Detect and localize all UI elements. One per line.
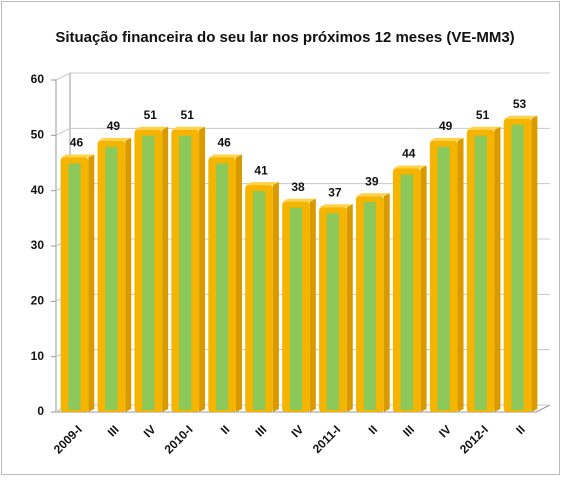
bar-top xyxy=(503,115,538,119)
bar-top xyxy=(429,137,464,141)
grid-line xyxy=(55,127,550,136)
y-tick-label: 50 xyxy=(31,128,45,142)
bar-stripe xyxy=(105,146,118,410)
bar-top xyxy=(97,137,132,141)
bar-top xyxy=(245,182,279,186)
data-label: 51 xyxy=(144,108,158,122)
data-label: 46 xyxy=(70,136,84,150)
bar-side xyxy=(88,154,95,412)
y-tick-label: 10 xyxy=(31,349,45,363)
bar-side xyxy=(125,137,132,412)
bar-stripe xyxy=(363,202,376,410)
y-tick-label: 60 xyxy=(31,72,45,86)
data-label: 37 xyxy=(328,185,342,199)
bar-stripe xyxy=(326,213,340,410)
bar-top xyxy=(60,154,95,158)
bar-stripe xyxy=(68,163,81,410)
bar-stripe xyxy=(252,191,266,410)
data-label: 53 xyxy=(513,97,527,111)
bar-side xyxy=(457,137,464,412)
data-label: 39 xyxy=(365,174,379,188)
bar-top xyxy=(356,193,390,197)
y-tick-label: 0 xyxy=(37,404,44,418)
data-label: 41 xyxy=(254,163,268,177)
bar-side xyxy=(531,115,538,412)
bar-side xyxy=(236,154,242,412)
bar-side xyxy=(494,126,501,413)
bar-top xyxy=(208,154,242,158)
data-label: 46 xyxy=(217,136,231,150)
bar-stripe xyxy=(511,124,524,410)
data-label: 51 xyxy=(476,108,490,122)
bar-stripe xyxy=(474,135,487,411)
bar-side xyxy=(420,165,427,412)
bar-side xyxy=(272,182,279,412)
bar-top xyxy=(171,126,206,130)
data-label: 49 xyxy=(107,119,121,133)
bar-side xyxy=(346,204,353,412)
y-tick-label: 20 xyxy=(31,294,45,308)
y-tick-label: 30 xyxy=(31,238,45,252)
bar-top xyxy=(134,126,169,130)
data-label: 49 xyxy=(439,119,453,133)
bar-stripe xyxy=(179,135,192,411)
bar-stripe xyxy=(437,146,450,410)
chart-title: Situação financeira do seu lar nos próxi… xyxy=(55,29,514,46)
data-label: 51 xyxy=(181,108,195,122)
bar-side xyxy=(383,193,390,412)
bar-stripe xyxy=(216,163,229,410)
bar-stripe xyxy=(400,174,413,410)
bar-top xyxy=(282,198,316,202)
y-tick-label: 40 xyxy=(31,183,45,197)
bar-side xyxy=(162,126,169,413)
bar-side xyxy=(199,126,206,413)
bar-stripe xyxy=(142,135,155,411)
bar-top xyxy=(466,126,501,130)
bar-top xyxy=(392,165,427,169)
bar-top xyxy=(319,204,353,208)
data-label: 38 xyxy=(291,180,305,194)
data-label: 44 xyxy=(402,147,416,161)
bar-side xyxy=(309,198,316,412)
grid-line xyxy=(55,72,550,81)
bar-stripe xyxy=(289,207,303,410)
